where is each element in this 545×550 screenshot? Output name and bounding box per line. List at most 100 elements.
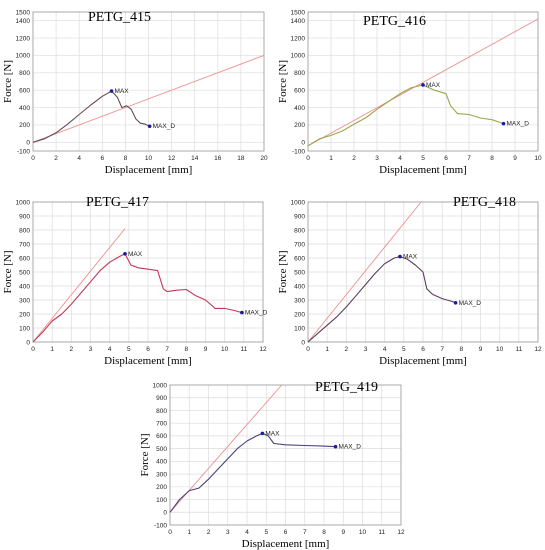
y-tick-label: 500 — [156, 446, 167, 453]
y-tick-label: 400 — [156, 459, 167, 466]
x-tick-label: 4 — [77, 155, 81, 162]
x-tick-label: 2 — [54, 155, 58, 162]
chart-svg: 0 1 2 3 4 5 6 7 8 9 10 11 12010020030040050060070080… — [2, 195, 268, 367]
x-tick-label: 11 — [240, 346, 247, 353]
x-tick-label: 8 — [185, 346, 189, 353]
y-tick-label: 200 — [19, 122, 30, 129]
x-tick-label: 2 — [70, 346, 74, 353]
plot-frame — [32, 201, 264, 343]
x-tick-label: 5 — [421, 155, 425, 162]
chart-panel-petg-415: 0 2 4 6 8 10 12 14 16 18 20 -100 0 200 400 600 800 1000 12… — [0, 0, 272, 182]
y-tick-label: 600 — [19, 87, 30, 94]
chart-panel-petg-416: 0 1 2 3 4 5 6 7 8 9 10 -100 0 200 400 600 800 1000 1200 140… — [273, 0, 545, 182]
y-tick-label: 800 — [294, 227, 305, 234]
x-axis-label: Displacement [mm] — [104, 355, 192, 367]
x-tick-label: 5 — [264, 529, 268, 536]
y-tick-label: 900 — [294, 213, 305, 220]
y-tick-label: 100 — [294, 325, 305, 332]
x-tick-label: 7 — [440, 346, 444, 353]
y-tick-label: 1000 — [291, 53, 306, 60]
x-tick-label: 10 — [496, 346, 504, 353]
chart-svg: 0 1 2 3 4 5 6 7 8 9 10 -1000 200 400 600 800 1000 1200 140… — [277, 9, 542, 176]
x-tick-label: 7 — [303, 529, 307, 536]
x-tick-label: 10 — [145, 155, 153, 162]
chart-title: PETG_416 — [363, 14, 426, 29]
chart-title: PETG_418 — [453, 195, 516, 210]
chart-svg: 0 2 4 6 8 10 12 14 16 18 20 -1000 200 400 600 800 1000 12… — [2, 9, 268, 176]
chart-title: PETG_417 — [86, 195, 149, 210]
y-tick-label: 800 — [19, 70, 30, 77]
x-tick-label: 1 — [50, 346, 54, 353]
chart-svg: 0 1 2 3 4 5 6 7 8 9 10 11 12010020030040050060070080… — [277, 195, 542, 367]
y-tick-label: 800 — [294, 70, 305, 77]
x-tick-label: 9 — [341, 529, 345, 536]
marker-point — [123, 252, 127, 256]
y-tick-label: 200 — [294, 122, 305, 129]
x-tick-label: 8 — [460, 346, 464, 353]
plot-frame — [169, 384, 402, 526]
y-tick-label: 800 — [156, 408, 167, 415]
marker-label: MAX — [426, 82, 441, 89]
x-tick-label: 3 — [364, 346, 368, 353]
y-tick-label: 200 — [19, 311, 30, 318]
marker-point — [109, 89, 114, 93]
x-tick-label: 8 — [322, 529, 326, 536]
marker-label: MAX — [403, 254, 418, 261]
x-tick-label: 0 — [31, 155, 35, 162]
y-axis-label: Force [N] — [2, 60, 14, 103]
x-tick-label: 6 — [146, 346, 150, 353]
fit-line — [32, 228, 126, 343]
y-tick-label: 900 — [156, 395, 167, 402]
x-tick-label: 3 — [226, 529, 230, 536]
x-tick-label: 12 — [168, 155, 176, 162]
y-axis-label: Force [N] — [277, 250, 289, 293]
force-curve — [32, 253, 243, 343]
y-tick-label: 1000 — [291, 199, 306, 206]
y-tick-label: 1400 — [16, 18, 31, 25]
x-tick-label: 11 — [515, 346, 522, 353]
x-axis-label: Displacement [mm] — [105, 164, 193, 176]
y-tick-label: 1000 — [16, 53, 31, 60]
fit-line — [32, 54, 265, 143]
marker-point — [501, 121, 506, 126]
y-tick-label: 0 — [26, 339, 30, 346]
marker-point — [147, 124, 152, 129]
y-axis-label: Force [N] — [2, 250, 14, 293]
y-tick-label: 300 — [19, 297, 30, 304]
y-tick-label: 400 — [19, 283, 30, 290]
x-tick-label: 4 — [108, 346, 112, 353]
y-tick-label: 400 — [294, 283, 305, 290]
x-axis-label: Displacement [mm] — [379, 355, 467, 367]
force-curve — [169, 432, 336, 513]
x-tick-label: 5 — [402, 346, 406, 353]
plot-frame — [32, 11, 265, 152]
y-tick-label: 600 — [294, 87, 305, 94]
y-axis-label: Force [N] — [277, 60, 289, 103]
y-tick-label: 200 — [294, 311, 305, 318]
y-tick-label: 600 — [156, 433, 167, 440]
x-tick-label: 6 — [421, 346, 425, 353]
y-tick-label: 900 — [19, 213, 30, 220]
x-tick-label: 4 — [245, 529, 249, 536]
force-curve — [307, 84, 504, 147]
chart-panel-petg-417: 0 1 2 3 4 5 6 7 8 9 10 11 12 0 100 200 300 400 500 600 700 80… — [0, 184, 272, 367]
x-tick-label: 8 — [124, 155, 128, 162]
x-tick-label: 0 — [306, 155, 310, 162]
y-tick-label: 1200 — [16, 35, 31, 42]
chart-panel-petg-418: 0 1 2 3 4 5 6 7 8 9 10 11 12 0 100 200 300 400 500 600 700 80… — [273, 184, 545, 367]
chart-panel-petg-419: 0 1 2 3 4 5 6 7 8 9 10 11 12 -100 0 100 200 300 400 500 600 7… — [136, 367, 408, 550]
x-tick-label: 1 — [187, 529, 191, 536]
y-tick-label: 500 — [294, 269, 305, 276]
x-tick-label: 6 — [284, 529, 288, 536]
marker-label: MAX_D — [153, 123, 176, 130]
y-tick-label: 0 — [301, 339, 305, 346]
x-tick-label: 12 — [259, 346, 267, 353]
x-tick-label: 14 — [191, 155, 199, 162]
marker-label: MAX_D — [339, 444, 362, 451]
x-tick-label: 0 — [31, 346, 35, 353]
force-curve — [307, 256, 456, 343]
chart-title: PETG_415 — [88, 10, 151, 25]
marker-label: MAX — [128, 251, 143, 258]
chart-title: PETG_419 — [315, 380, 378, 395]
y-tick-label: 0 — [301, 140, 305, 147]
